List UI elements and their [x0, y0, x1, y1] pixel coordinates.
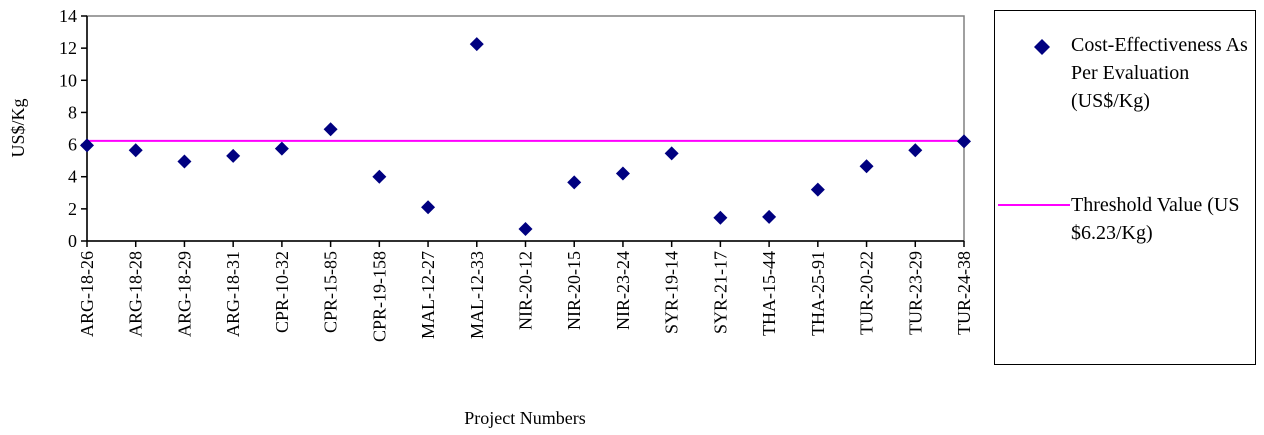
- data-point: [226, 148, 241, 163]
- data-point: [80, 138, 94, 153]
- data-point: [615, 166, 630, 181]
- x-tick-label: CPR-15-85: [321, 251, 341, 333]
- legend-label-threshold: Threshold Value (US $6.23/Kg): [1071, 194, 1240, 244]
- x-tick-label: TUR-23-29: [905, 251, 925, 335]
- data-point: [372, 169, 387, 184]
- x-tick-label: NIR-20-12: [516, 251, 536, 330]
- plot-area: [86, 15, 965, 242]
- y-tick-label: 10: [59, 70, 77, 90]
- data-point: [810, 182, 825, 197]
- data-point: [957, 134, 971, 149]
- y-tick-label: 12: [59, 38, 77, 58]
- y-axis-title: US$/Kg: [8, 98, 28, 157]
- x-axis-title: Project Numbers: [464, 408, 585, 428]
- x-tick-label: NIR-23-24: [613, 251, 633, 330]
- x-tick-label: SYR-21-17: [710, 251, 730, 334]
- x-tick-label: ARG-18-31: [223, 251, 243, 337]
- data-point: [713, 210, 728, 225]
- y-tick-label: 6: [68, 135, 77, 155]
- y-tick-label: 14: [59, 6, 77, 26]
- data-point: [323, 122, 338, 137]
- data-point: [859, 159, 874, 174]
- data-points: [80, 37, 971, 236]
- y-tick-label: 4: [68, 167, 77, 187]
- data-point: [128, 143, 143, 158]
- x-tick-label: CPR-19-158: [369, 251, 389, 342]
- diamond-marker-icon: [1034, 39, 1050, 55]
- line-marker-icon: [998, 204, 1070, 206]
- data-point: [664, 146, 679, 161]
- y-tick-label: 0: [68, 231, 77, 251]
- data-point: [762, 209, 777, 224]
- x-tick-label: CPR-10-32: [272, 251, 292, 333]
- x-tick-label: NIR-20-15: [564, 251, 584, 330]
- legend-label-evaluation: Cost-Effectiveness As Per Evaluation (US…: [1071, 34, 1248, 112]
- x-tick-label: SYR-19-14: [662, 251, 682, 334]
- data-point: [274, 141, 289, 156]
- x-tick-label: ARG-18-26: [77, 251, 97, 337]
- x-tick-label: ARG-18-29: [174, 251, 194, 337]
- x-tick-label: THA-15-44: [759, 251, 779, 336]
- y-ticks: 0 2 4 6 8 10 12 14: [59, 6, 87, 251]
- data-point: [908, 143, 923, 158]
- data-point: [421, 200, 436, 215]
- x-ticks: ARG-18-26 ARG-18-28 ARG-18-29 ARG-18-31 CPR-…: [77, 241, 974, 342]
- x-tick-label: MAL-12-27: [418, 251, 438, 339]
- data-point: [567, 175, 582, 190]
- data-point: [469, 37, 484, 52]
- x-tick-label: TUR-20-22: [857, 251, 877, 335]
- legend: Cost-Effectiveness As Per Evaluation (US…: [994, 10, 1256, 365]
- x-tick-label: TUR-24-38: [954, 251, 974, 335]
- x-tick-label: MAL-12-33: [467, 251, 487, 339]
- x-tick-label: THA-25-91: [808, 251, 828, 336]
- data-point: [518, 221, 533, 236]
- x-tick-label: ARG-18-28: [126, 251, 146, 337]
- data-point: [177, 154, 192, 169]
- y-tick-label: 8: [68, 102, 77, 122]
- y-tick-label: 2: [68, 199, 77, 219]
